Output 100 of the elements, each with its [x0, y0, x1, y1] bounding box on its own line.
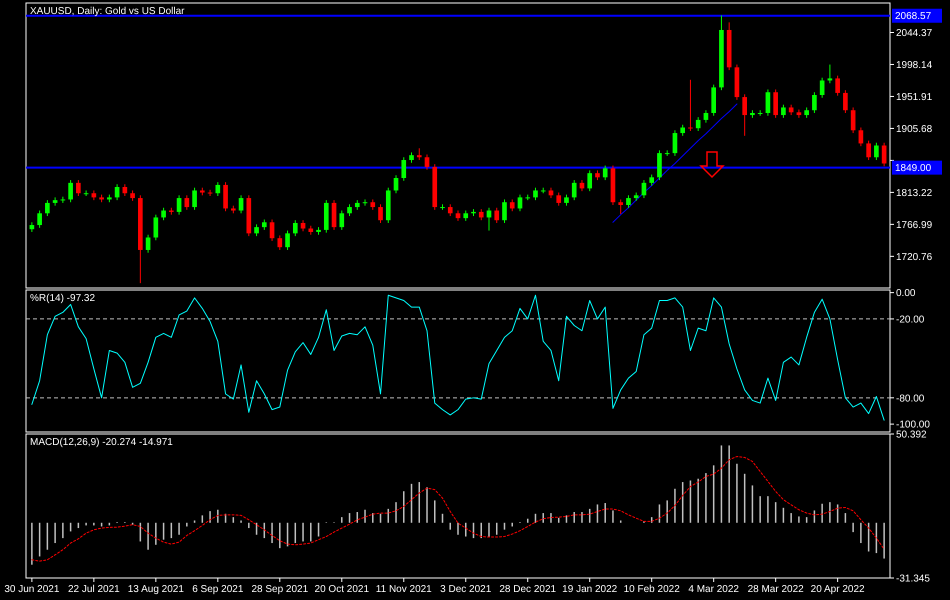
line-series [31, 294, 885, 421]
candlestick [680, 124, 686, 136]
ref-line-label: 1849.00 [895, 163, 932, 174]
candlestick [114, 184, 120, 201]
x-tick-label: 20 Apr 2022 [810, 584, 866, 595]
candlestick [835, 75, 840, 96]
y-tick-label: -80.00 [896, 393, 925, 404]
candlestick [812, 92, 817, 114]
candlestick [618, 198, 624, 214]
y-tick-label: -31.345 [896, 574, 930, 584]
y-tick-label: 1998.14 [896, 60, 933, 71]
line-series [31, 456, 885, 562]
x-tick-label: 13 Aug 2021 [128, 584, 184, 595]
candlestick [76, 180, 81, 196]
candlestick [277, 234, 282, 250]
x-tick-label: 3 Dec 2021 [440, 584, 492, 595]
candlestick [564, 194, 569, 206]
x-tick-label: 6 Sep 2021 [192, 584, 244, 595]
candlestick [882, 142, 886, 167]
candlestick [223, 182, 228, 212]
candlestick [572, 180, 577, 201]
candlestick [642, 180, 646, 199]
y-tick-label: 0.00 [896, 288, 916, 300]
candlestick [758, 110, 762, 116]
y-tick-label: 1766.99 [896, 220, 933, 231]
y-tick-label: 1720.76 [896, 252, 933, 263]
candlestick [518, 194, 522, 212]
candlestick [556, 192, 562, 206]
candlestick [742, 94, 747, 136]
candlestick [254, 224, 259, 237]
candlestick [602, 165, 608, 181]
candlestick [130, 190, 135, 202]
candlestick [456, 210, 460, 222]
candlestick [804, 106, 809, 118]
candlestick [580, 180, 584, 192]
candlestick [416, 148, 422, 161]
x-tick-label: 28 Dec 2021 [499, 584, 557, 595]
candlestick [238, 194, 244, 214]
candlestick [773, 88, 778, 118]
x-tick-label: 4 Mar 2022 [688, 584, 740, 595]
candlestick [766, 88, 770, 116]
candlestick [850, 106, 856, 134]
candlestick [533, 187, 538, 201]
candlestick [595, 170, 600, 181]
candlestick [92, 190, 96, 201]
candlestick [339, 210, 344, 230]
candlestick [672, 130, 678, 156]
y-tick-label: -20.00 [896, 314, 925, 326]
candlestick [858, 127, 864, 147]
candlestick [192, 187, 197, 210]
candlestick [37, 210, 42, 228]
y-tick-label: 2044.37 [896, 28, 933, 39]
candlestick [409, 152, 414, 164]
candlestick [463, 210, 468, 222]
x-tick-label: 20 Oct 2021 [314, 584, 370, 595]
candlestick [161, 207, 166, 221]
candlestick [486, 207, 492, 232]
x-tick-label: 10 Feb 2022 [624, 584, 680, 595]
candlestick [448, 204, 453, 217]
candlestick [347, 204, 352, 217]
chart-title: %R(14) -97.32 [30, 293, 96, 304]
candlestick [394, 174, 398, 194]
y-tick-label: 1905.68 [896, 124, 933, 135]
candlestick [68, 180, 73, 203]
candlestick [626, 194, 631, 208]
y-tick-label: 50.392 [896, 430, 928, 440]
candlestick [300, 220, 306, 232]
x-tick-label: 30 Jun 2021 [4, 584, 60, 595]
candlestick [370, 198, 376, 210]
candlestick [502, 198, 507, 224]
candlestick [828, 64, 832, 84]
candlestick [122, 184, 128, 196]
candlestick [184, 194, 190, 210]
candlestick [292, 220, 298, 237]
candlestick [45, 200, 50, 217]
x-tick-label: 28 Mar 2022 [748, 584, 804, 595]
candlestick [843, 90, 848, 114]
chart-title: XAUUSD, Daily: Gold vs US Dollar [30, 6, 186, 17]
candlestick [788, 104, 794, 116]
candlestick [354, 200, 360, 210]
y-tick-label: 1813.22 [896, 188, 933, 199]
candlestick [820, 77, 824, 98]
x-tick-label: 28 Sep 2021 [251, 584, 309, 595]
candlestick [424, 154, 430, 170]
candlestick [270, 219, 274, 242]
candlestick [874, 142, 879, 161]
candlestick [704, 110, 708, 124]
ref-line-label: 2068.57 [895, 11, 932, 22]
y-tick-label: 1951.91 [896, 92, 933, 103]
candlestick [696, 116, 701, 132]
candlestick [176, 194, 182, 216]
candlestick [688, 79, 693, 132]
candlestick [866, 140, 871, 161]
candlestick [215, 182, 220, 196]
candlestick [285, 230, 290, 250]
candlestick [262, 219, 267, 230]
candlestick [649, 174, 654, 186]
candlestick [781, 104, 786, 118]
candlestick [146, 234, 150, 254]
y-tick-label: -100.00 [896, 420, 930, 431]
